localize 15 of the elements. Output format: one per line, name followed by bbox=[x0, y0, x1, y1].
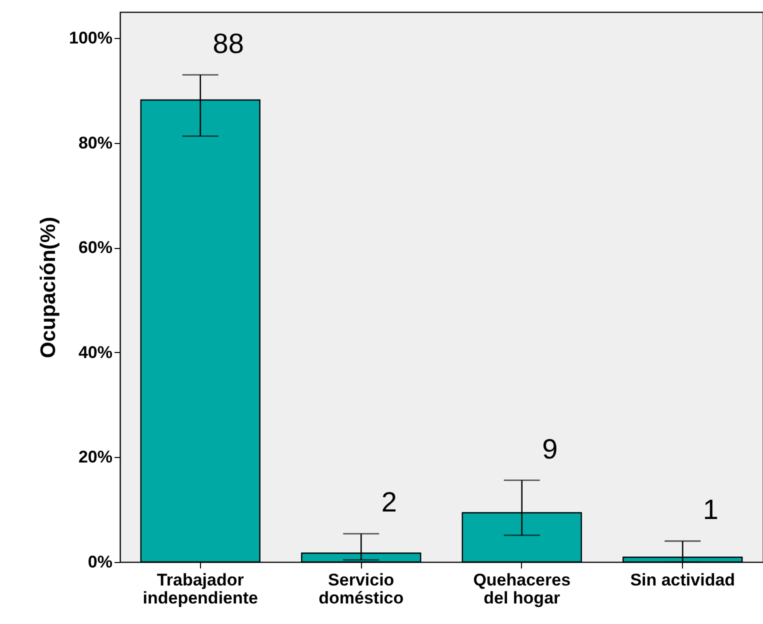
y-tick-label: 0% bbox=[88, 552, 112, 572]
data-label: 88 bbox=[212, 28, 244, 59]
x-tick-label: Sin actividad bbox=[630, 570, 736, 590]
data-label: 2 bbox=[381, 486, 397, 518]
y-axis-title: Ocupación(%) bbox=[37, 216, 60, 358]
y-tick-label: 60% bbox=[78, 238, 112, 258]
data-label: 9 bbox=[542, 433, 558, 464]
x-tick-label: Trabajador independiente bbox=[142, 570, 258, 608]
y-tick-label: 20% bbox=[78, 448, 112, 467]
y-tick-label: 100% bbox=[69, 28, 112, 48]
x-tick-label: Quehaceres del hogar bbox=[473, 570, 571, 608]
data-label: 1 bbox=[702, 494, 718, 526]
y-tick-label: 40% bbox=[78, 342, 112, 362]
y-tick-label: 80% bbox=[78, 133, 112, 152]
x-tick-label: Servicio doméstico bbox=[318, 570, 404, 608]
